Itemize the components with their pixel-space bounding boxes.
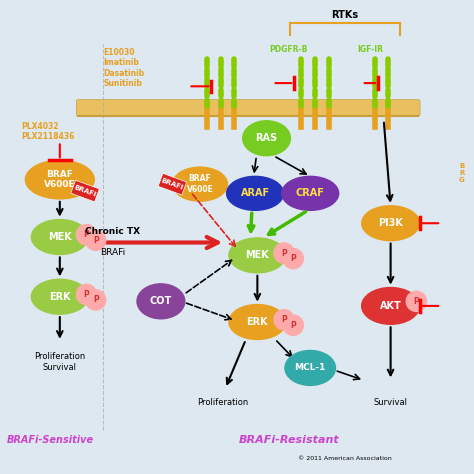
Ellipse shape bbox=[243, 121, 291, 155]
Text: BRAFi: BRAFi bbox=[73, 184, 97, 198]
Ellipse shape bbox=[229, 304, 286, 339]
Circle shape bbox=[76, 225, 97, 245]
Text: BRAF
V600E: BRAF V600E bbox=[186, 174, 213, 194]
Text: IGF-IR: IGF-IR bbox=[357, 45, 383, 54]
Text: P: P bbox=[93, 236, 99, 245]
Text: Chronic TX: Chronic TX bbox=[85, 227, 140, 236]
Circle shape bbox=[274, 310, 294, 330]
Circle shape bbox=[283, 248, 303, 269]
Text: Survival: Survival bbox=[374, 398, 408, 407]
Text: ERK: ERK bbox=[49, 292, 71, 302]
Text: P: P bbox=[93, 295, 99, 304]
Text: BRAF
V600E: BRAF V600E bbox=[44, 170, 76, 189]
Text: P: P bbox=[83, 230, 89, 239]
Text: PI3K: PI3K bbox=[378, 218, 403, 228]
Text: PLX4032
PLX2118436: PLX4032 PLX2118436 bbox=[21, 122, 74, 141]
Text: Proliferation: Proliferation bbox=[197, 398, 248, 407]
Ellipse shape bbox=[173, 167, 228, 201]
Ellipse shape bbox=[137, 284, 185, 319]
Text: ARAF: ARAF bbox=[240, 188, 270, 198]
Ellipse shape bbox=[362, 206, 419, 241]
Circle shape bbox=[85, 230, 106, 250]
Text: AKT: AKT bbox=[380, 301, 401, 311]
Text: P: P bbox=[83, 290, 89, 299]
Text: BRAFi: BRAFi bbox=[160, 177, 184, 191]
Ellipse shape bbox=[362, 288, 419, 324]
Text: P: P bbox=[281, 315, 287, 324]
Text: P: P bbox=[291, 254, 296, 263]
Text: P: P bbox=[413, 297, 419, 306]
Ellipse shape bbox=[229, 238, 286, 273]
Text: © 2011 American Association: © 2011 American Association bbox=[298, 456, 392, 461]
Text: CRAF: CRAF bbox=[296, 188, 325, 198]
Text: ERK: ERK bbox=[246, 317, 268, 327]
Ellipse shape bbox=[26, 160, 94, 199]
Text: E10030
Imatinib
Dasatinib
Sunitinib: E10030 Imatinib Dasatinib Sunitinib bbox=[103, 48, 145, 88]
Text: BRAFi: BRAFi bbox=[100, 247, 125, 256]
Circle shape bbox=[283, 315, 303, 335]
Ellipse shape bbox=[282, 176, 339, 210]
Text: BRAFi-Sensitive: BRAFi-Sensitive bbox=[7, 435, 94, 445]
Circle shape bbox=[274, 243, 294, 263]
Circle shape bbox=[406, 291, 427, 311]
Text: P: P bbox=[281, 248, 287, 257]
Text: RTKs: RTKs bbox=[331, 10, 358, 20]
Text: B
R
G: B R G bbox=[459, 163, 465, 182]
Text: PDGFR-B: PDGFR-B bbox=[269, 45, 308, 54]
Text: Proliferation
Survival: Proliferation Survival bbox=[34, 352, 85, 372]
Polygon shape bbox=[71, 180, 100, 202]
Text: MEK: MEK bbox=[246, 250, 269, 260]
Circle shape bbox=[76, 284, 97, 304]
Ellipse shape bbox=[285, 350, 336, 385]
Ellipse shape bbox=[31, 219, 88, 255]
Text: MEK: MEK bbox=[48, 232, 72, 242]
Ellipse shape bbox=[227, 176, 283, 210]
Circle shape bbox=[85, 290, 106, 310]
Text: P: P bbox=[291, 321, 296, 330]
Text: MCL-1: MCL-1 bbox=[294, 364, 326, 373]
Text: RAS: RAS bbox=[255, 133, 278, 143]
Text: COT: COT bbox=[150, 296, 172, 306]
Text: BRAFi-Resistant: BRAFi-Resistant bbox=[239, 435, 340, 445]
Ellipse shape bbox=[31, 279, 88, 314]
FancyBboxPatch shape bbox=[76, 100, 420, 116]
Polygon shape bbox=[158, 173, 187, 195]
